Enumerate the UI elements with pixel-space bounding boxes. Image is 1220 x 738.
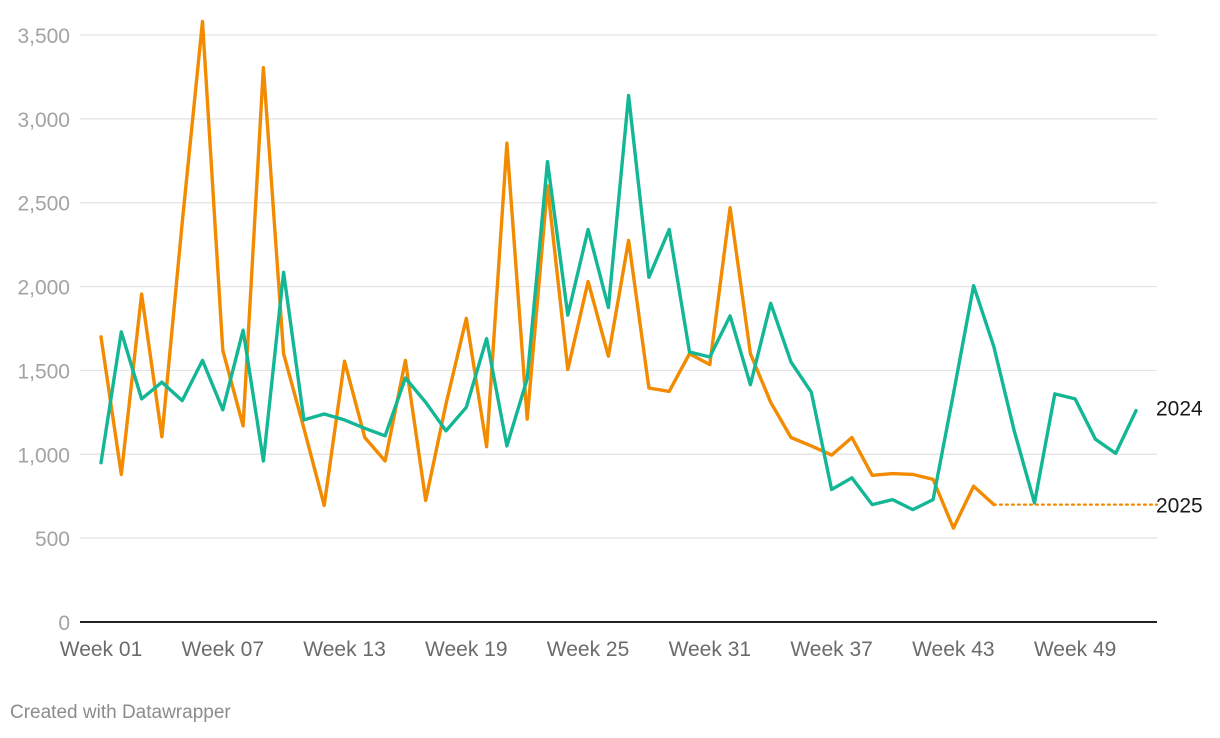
x-axis-ticks: Week 01 Week 07 Week 13 Week 19 Week 25 Week … [60, 638, 1117, 661]
x-tick-label: Week 13 [303, 638, 386, 661]
y-axis-ticks: 0 500 1,000 1,500 2,000 2,500 3,000 3,500 [17, 25, 70, 635]
x-tick-label: Week 25 [547, 638, 630, 661]
y-tick-label: 2,500 [17, 193, 70, 216]
x-tick-label: Week 49 [1034, 638, 1117, 661]
y-tick-label: 1,000 [17, 444, 70, 467]
series-lines [99, 19, 1159, 530]
y-tick-label: 500 [35, 528, 70, 551]
series-label-2024: 2024 [1156, 398, 1203, 421]
x-tick-label: Week 07 [182, 638, 265, 661]
series-line-2024 [99, 93, 1138, 512]
x-tick-label: Week 31 [669, 638, 752, 661]
y-tick-label: 0 [58, 612, 70, 635]
grid-lines [80, 34, 1157, 539]
y-tick-label: 1,500 [17, 360, 70, 383]
series-label-2025: 2025 [1156, 495, 1203, 518]
y-tick-label: 3,000 [17, 109, 70, 132]
footer-credit: Created with Datawrapper [10, 702, 231, 723]
x-tick-label: Week 01 [60, 638, 143, 661]
x-tick-label: Week 19 [425, 638, 508, 661]
y-tick-label: 2,000 [17, 277, 70, 300]
x-tick-label: Week 43 [912, 638, 995, 661]
x-tick-label: Week 37 [790, 638, 873, 661]
series-line-2025 [99, 19, 996, 530]
y-tick-label: 3,500 [17, 25, 70, 48]
